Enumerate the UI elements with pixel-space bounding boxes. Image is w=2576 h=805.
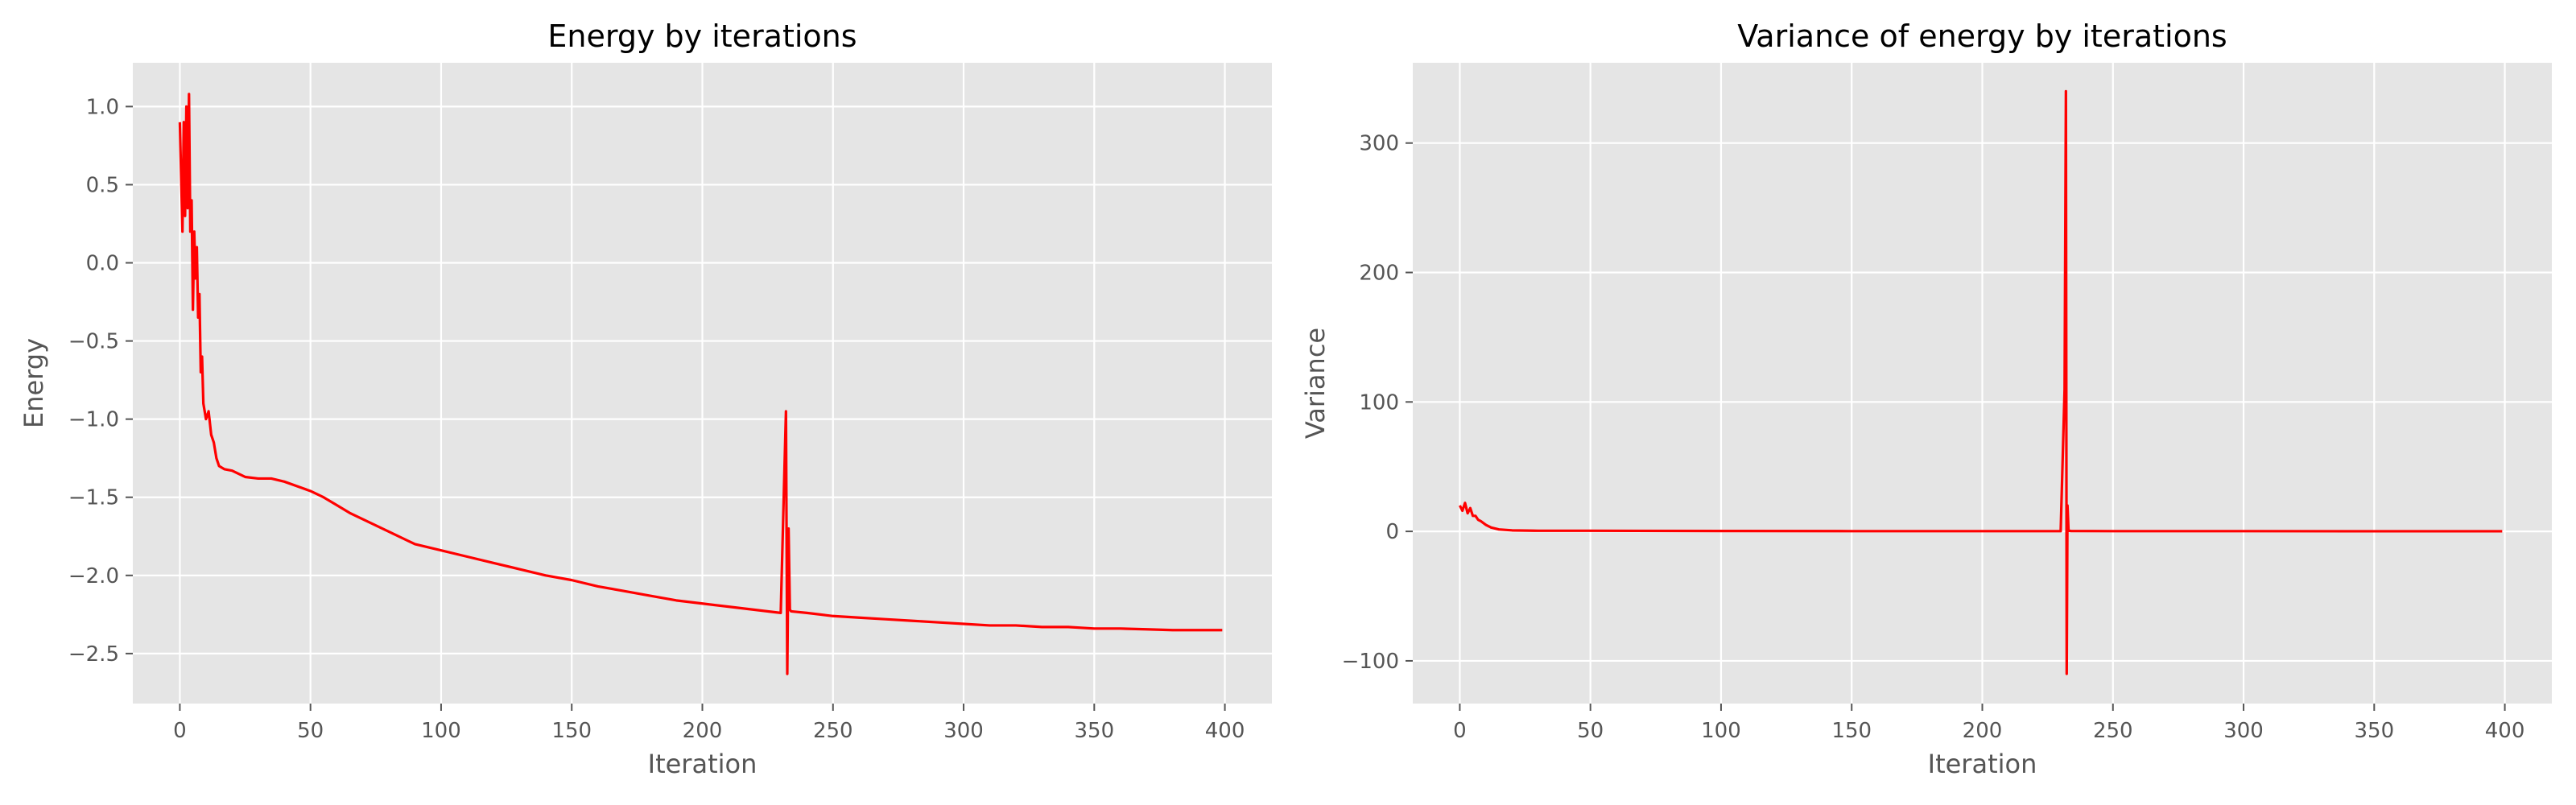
variance-y-tick-label: 100 <box>1359 390 1399 415</box>
energy-y-tick-label: −2.5 <box>68 642 119 667</box>
variance-chart: 0 50 100 150 200 250 300 350 400 300 200 100 0 −100 V… <box>1300 19 2552 779</box>
variance-x-tick-label: 350 <box>2354 719 2394 743</box>
variance-x-tick-label: 100 <box>1701 719 1741 743</box>
energy-ticks: 0 50 100 150 200 250 300 350 400 1.0 0.5 0.0 −0.5 −1.… <box>68 95 1245 743</box>
energy-x-tick-label: 250 <box>813 719 853 743</box>
variance-series-line <box>1458 89 2503 675</box>
variance-x-tick-label: 400 <box>2485 719 2525 743</box>
energy-x-tick-label: 300 <box>943 719 984 743</box>
energy-y-tick-label: 0.5 <box>86 173 119 197</box>
variance-y-tick-label: −100 <box>1342 650 1399 674</box>
energy-y-tick-label: −1.5 <box>68 486 119 510</box>
variance-x-tick-label: 150 <box>1831 719 1872 743</box>
energy-chart-title: Energy by iterations <box>547 19 857 54</box>
energy-x-tick-label: 50 <box>297 719 324 743</box>
energy-x-tick-label: 150 <box>551 719 592 743</box>
energy-y-axis-label: Energy <box>19 338 49 428</box>
energy-x-axis-label: Iteration <box>648 749 758 779</box>
variance-ticks: 0 50 100 150 200 250 300 350 400 300 200 100 0 −100 <box>1342 132 2525 743</box>
variance-y-tick-label: 200 <box>1359 262 1399 286</box>
energy-y-tick-label: 1.0 <box>86 95 119 119</box>
energy-x-tick-label: 0 <box>173 719 187 743</box>
variance-x-axis-label: Iteration <box>1928 749 2037 779</box>
energy-y-tick-label: −1.0 <box>68 408 119 432</box>
variance-x-tick-label: 250 <box>2093 719 2133 743</box>
variance-y-axis-label: Variance <box>1300 328 1331 439</box>
variance-y-tick-label: 300 <box>1359 132 1399 156</box>
energy-y-tick-label: 0.0 <box>86 252 119 276</box>
variance-chart-title: Variance of energy by iterations <box>1737 19 2227 54</box>
energy-y-tick-label: −0.5 <box>68 330 119 354</box>
energy-x-tick-label: 200 <box>683 719 723 743</box>
energy-x-tick-label: 400 <box>1205 719 1245 743</box>
variance-x-tick-label: 200 <box>1963 719 2003 743</box>
variance-x-tick-label: 50 <box>1577 719 1604 743</box>
energy-x-tick-label: 350 <box>1074 719 1114 743</box>
variance-x-tick-label: 0 <box>1453 719 1467 743</box>
variance-x-tick-label: 300 <box>2223 719 2264 743</box>
variance-y-tick-label: 0 <box>1385 520 1399 544</box>
energy-series-line <box>178 93 1223 675</box>
energy-x-tick-label: 100 <box>421 719 461 743</box>
energy-gridlines <box>133 63 1272 704</box>
energy-chart: 0 50 100 150 200 250 300 350 400 1.0 0.5 0.0 −0.5 −1.… <box>19 19 1272 779</box>
energy-y-tick-label: −2.0 <box>68 564 119 588</box>
